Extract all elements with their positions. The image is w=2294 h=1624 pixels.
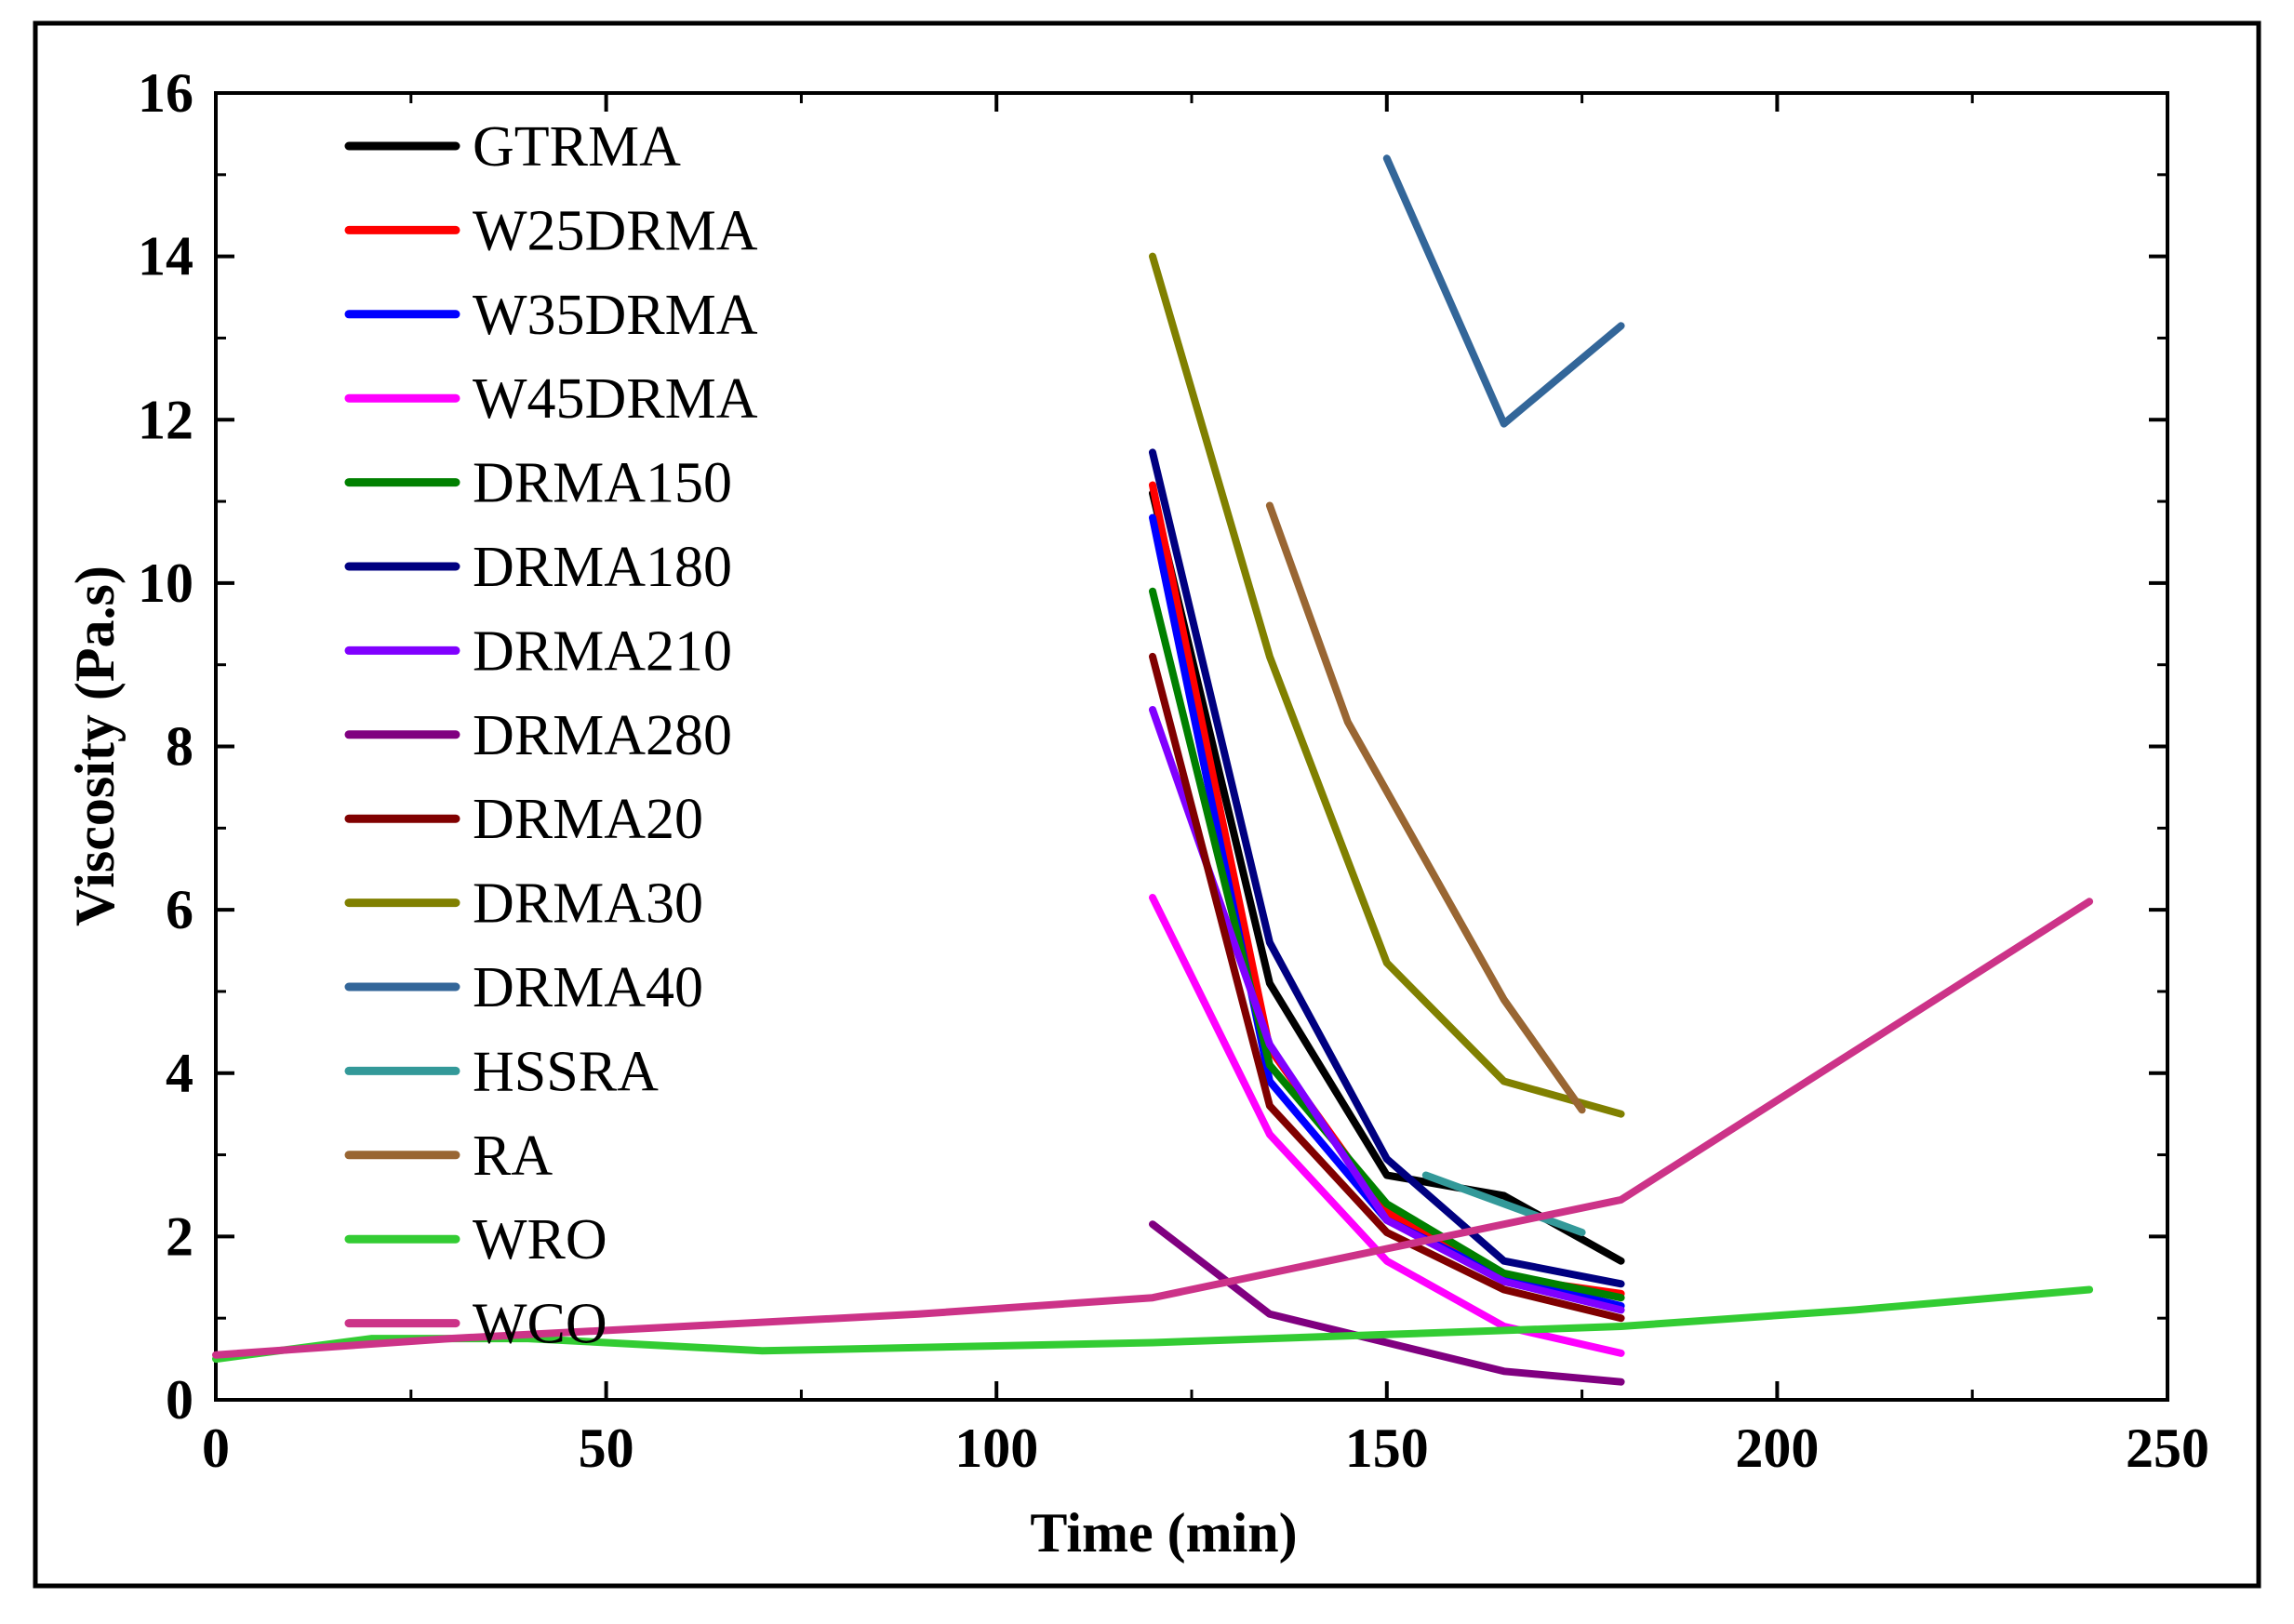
outer-frame bbox=[33, 20, 2261, 1589]
x-axis-title: Time (min) bbox=[1030, 1502, 1297, 1564]
series-lines bbox=[212, 154, 2094, 1386]
legend-label-drma30: DRMA30 bbox=[473, 872, 703, 936]
series-line-drma30 bbox=[1149, 252, 1625, 1118]
y-tick-label-0: 0 bbox=[166, 1369, 193, 1431]
series-line-w45drma bbox=[1149, 894, 1625, 1357]
y-axis-title: Viscosity (Pa.s) bbox=[64, 566, 126, 926]
y-tick-label-12: 12 bbox=[138, 389, 193, 450]
y-tick-label-8: 8 bbox=[166, 716, 193, 778]
y-tick-label-16: 16 bbox=[138, 62, 193, 124]
legend-label-drma180: DRMA180 bbox=[473, 536, 732, 599]
y-tick-label-4: 4 bbox=[166, 1043, 193, 1104]
y-tick-label-10: 10 bbox=[138, 552, 193, 614]
legend-label-hssra: HSSRA bbox=[473, 1040, 659, 1103]
legend-label-drma210: DRMA210 bbox=[473, 619, 732, 683]
legend-label-w35drma: W35DRMA bbox=[473, 284, 758, 347]
legend-label-ra: RA bbox=[473, 1125, 553, 1188]
x-tick-label-250: 250 bbox=[2126, 1418, 2209, 1479]
x-tick-label-200: 200 bbox=[1735, 1418, 1819, 1479]
x-tick-label-0: 0 bbox=[202, 1418, 230, 1479]
series-line-drma150 bbox=[1149, 587, 1625, 1302]
series-line-drma20 bbox=[1149, 652, 1625, 1323]
y-tick-label-6: 6 bbox=[166, 879, 193, 940]
x-tick-label-100: 100 bbox=[954, 1418, 1038, 1479]
series-line-ra bbox=[1265, 501, 1586, 1114]
tick-labels: 0 50 100 150 200 250 0 2 4 6 8 10 12 14 16 bbox=[138, 62, 2209, 1479]
y-tick-label-14: 14 bbox=[138, 226, 193, 287]
series-line-wco bbox=[212, 898, 2094, 1359]
legend: GTRMA W25DRMA W35DRMA W45DRMA DRMA150 DRMA180… bbox=[344, 115, 758, 1356]
legend-label-wro: WRO bbox=[473, 1208, 607, 1271]
series-line-drma40 bbox=[1382, 154, 1625, 428]
legend-label-drma280: DRMA280 bbox=[473, 704, 732, 767]
legend-label-drma150: DRMA150 bbox=[473, 452, 732, 515]
legend-label-drma40: DRMA40 bbox=[473, 956, 703, 1019]
legend-label-drma20: DRMA20 bbox=[473, 788, 703, 851]
y-tick-label-2: 2 bbox=[166, 1205, 193, 1267]
legend-label-gtrma: GTRMA bbox=[473, 115, 681, 179]
series-line-hssra bbox=[1421, 1171, 1586, 1236]
x-tick-label-50: 50 bbox=[579, 1418, 634, 1479]
legend-label-w45drma: W45DRMA bbox=[473, 367, 758, 431]
series-line-drma210 bbox=[1149, 706, 1625, 1314]
legend-label-w25drma: W25DRMA bbox=[473, 199, 758, 262]
legend-label-wco: WCO bbox=[473, 1293, 607, 1356]
x-tick-label-150: 150 bbox=[1345, 1418, 1429, 1479]
axis-ticks bbox=[214, 91, 2169, 1402]
series-line-drma180 bbox=[1149, 448, 1625, 1288]
